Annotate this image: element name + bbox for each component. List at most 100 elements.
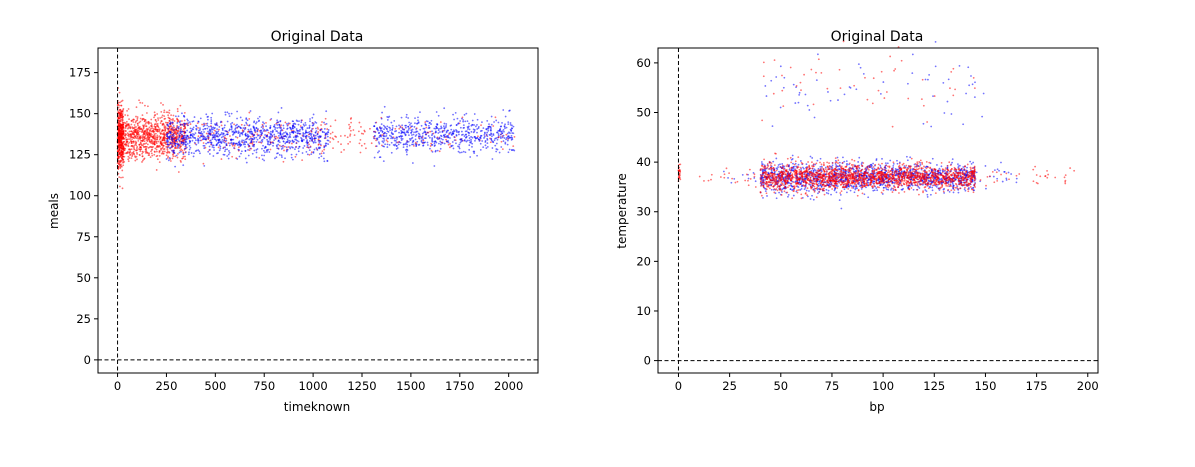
scatter-point [434, 130, 437, 133]
scatter-points [116, 87, 516, 190]
scatter-point [177, 171, 180, 173]
scatter-point [284, 157, 286, 160]
scatter-point [505, 126, 508, 129]
scatter-point [135, 133, 138, 135]
scatter-point [503, 137, 506, 139]
scatter-point [490, 115, 493, 118]
scatter-point [465, 133, 468, 136]
x-tick-label: 1750 [445, 379, 474, 393]
scatter-point [274, 137, 277, 140]
scatter-point [386, 137, 389, 140]
scatter-point [157, 140, 160, 143]
scatter-point [290, 156, 293, 159]
scatter-point [137, 126, 140, 129]
scatter-point [146, 130, 148, 133]
scatter-point [948, 190, 951, 193]
scatter-point [360, 144, 363, 147]
scatter-point [116, 150, 119, 153]
scatter-point [321, 150, 324, 153]
scatter-point [329, 136, 332, 139]
scatter-point [340, 151, 343, 153]
scatter-point [485, 128, 488, 131]
scatter-point [176, 110, 179, 113]
scatter-point [290, 128, 293, 131]
scatter-point [390, 121, 393, 124]
scatter-point [939, 169, 942, 172]
scatter-point [182, 141, 184, 144]
scatter-point [226, 111, 229, 114]
scatter-point [163, 131, 165, 134]
scatter-point [957, 191, 960, 194]
scatter-point [203, 122, 205, 125]
scatter-point [323, 148, 326, 151]
scatter-point [294, 146, 297, 149]
scatter-point [972, 186, 974, 189]
scatter-point [391, 128, 394, 131]
scatter-point [153, 138, 156, 141]
scatter-point [849, 87, 852, 89]
scatter-point [145, 137, 147, 140]
plot-frame [97, 47, 539, 374]
scatter-point [457, 122, 459, 125]
scatter-point [185, 143, 187, 146]
scatter-point [414, 143, 417, 145]
scatter-point [253, 143, 255, 146]
scatter-point [211, 138, 214, 141]
scatter-point [455, 130, 458, 132]
scatter-point [492, 125, 495, 127]
scatter-point [145, 152, 147, 154]
scatter-point [126, 114, 129, 117]
scatter-point [384, 135, 386, 138]
scatter-point [429, 130, 432, 133]
scatter-point [382, 145, 384, 148]
scatter-point [236, 126, 239, 129]
scatter-point [473, 150, 476, 153]
scatter-point [133, 148, 136, 151]
scatter-point [378, 136, 381, 139]
scatter-point [155, 142, 158, 145]
scatter-point [179, 123, 182, 126]
scatter-point [312, 151, 315, 153]
scatter-point [474, 137, 477, 140]
scatter-point [242, 127, 245, 129]
scatter-point [127, 155, 130, 158]
scatter-point [1015, 177, 1018, 180]
scatter-point [167, 156, 169, 159]
scatter-point [882, 186, 885, 189]
scatter-point [168, 120, 171, 122]
scatter-point [233, 123, 236, 126]
scatter-point [487, 129, 490, 132]
scatter-point [128, 138, 130, 141]
scatter-point [200, 135, 203, 138]
scatter-point [150, 127, 152, 130]
scatter-point [498, 151, 501, 154]
scatter-point [118, 91, 121, 94]
scatter-point [128, 148, 131, 151]
scatter-point [167, 132, 169, 135]
scatter-point [119, 152, 121, 155]
scatter-point [174, 155, 177, 158]
scatter-point [871, 167, 873, 170]
scatter-point [248, 117, 251, 120]
scatter-point [163, 150, 166, 153]
scatter-point [124, 114, 127, 116]
scatter-point [380, 123, 383, 126]
scatter-point [363, 130, 366, 133]
scatter-point [458, 143, 461, 146]
scatter-point [508, 148, 511, 151]
scatter-point [230, 128, 233, 131]
scatter-point [804, 93, 807, 96]
scatter-point [188, 141, 191, 144]
scatter-point [184, 158, 187, 161]
scatter-point [433, 142, 436, 145]
scatter-point [199, 139, 202, 142]
scatter-point [260, 139, 263, 142]
scatter-point [446, 129, 449, 132]
scatter-point [318, 141, 321, 144]
scatter-point [259, 141, 262, 144]
scatter-point [798, 91, 801, 94]
scatter-point [146, 143, 149, 146]
scatter-point [992, 175, 995, 178]
scatter-point [449, 146, 451, 149]
scatter-point [791, 154, 794, 157]
